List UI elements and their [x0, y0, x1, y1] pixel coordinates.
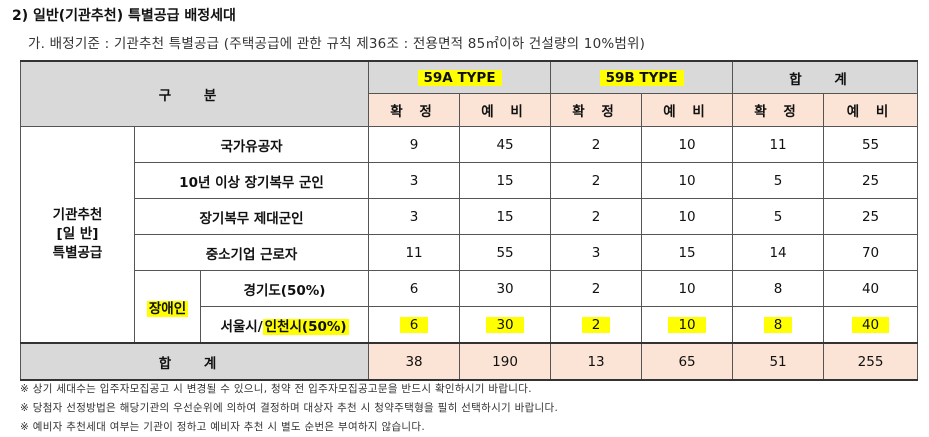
cell: 55	[459, 234, 552, 271]
cell: 5	[732, 162, 825, 199]
cell: 14	[732, 234, 825, 271]
total-cell: 51	[732, 342, 825, 381]
cell: 3	[368, 198, 461, 235]
cell: 40	[823, 306, 919, 344]
notes: ※ 상기 세대수는 입주자모집공고 시 변경될 수 있으니, 청약 전 입주자모…	[20, 380, 558, 437]
cell: 45	[459, 126, 552, 163]
cell: 10	[641, 162, 734, 199]
cell: 15	[641, 234, 734, 271]
total-cell: 190	[459, 342, 552, 381]
cell: 70	[823, 234, 919, 271]
category-header: 구 분	[19, 60, 370, 127]
row-label: 중소기업 근로자	[133, 234, 370, 271]
cell: 25	[823, 162, 919, 199]
cell: 11	[732, 126, 825, 163]
total-label: 합 계	[19, 342, 370, 381]
cell: 10	[641, 126, 734, 163]
note-item: ※ 예비자 추천세대 여부는 기관이 정하고 예비자 추천 시 별도 순번은 부…	[20, 421, 425, 433]
cell: 11	[368, 234, 461, 271]
total-cell: 65	[641, 342, 734, 381]
cell: 30	[459, 306, 552, 344]
cell: 3	[550, 234, 643, 271]
cell: 6	[368, 270, 461, 307]
sub-reserve: 예 비	[823, 93, 919, 127]
cell: 10	[641, 198, 734, 235]
total-header: 합 계	[732, 60, 919, 94]
cell: 2	[550, 162, 643, 199]
note-item: ※ 상기 세대수는 입주자모집공고 시 변경될 수 있으니, 청약 전 입주자모…	[20, 383, 532, 395]
cell: 30	[459, 270, 552, 307]
cell: 3	[368, 162, 461, 199]
cell: 15	[459, 198, 552, 235]
sub-confirmed: 확 정	[732, 93, 825, 127]
cell: 10	[641, 270, 734, 307]
cell: 2	[550, 198, 643, 235]
cell: 2	[550, 270, 643, 307]
cell: 15	[459, 162, 552, 199]
row-label: 경기도(50%)	[199, 270, 370, 307]
total-cell: 38	[368, 342, 461, 381]
group-label: 기관추천 [일 반] 특별공급	[20, 126, 135, 344]
disabled-label: 장애인	[134, 270, 201, 344]
cell: 55	[823, 126, 919, 163]
section-title: 2) 일반(기관추천) 특별공급 배정세대	[12, 8, 236, 24]
sub-confirmed: 확 정	[550, 93, 643, 127]
type-59a-header: 59A TYPE	[368, 60, 552, 94]
cell: 10	[641, 306, 734, 344]
allocation-criteria: 가. 배정기준 : 기관추천 특별공급 (주택공급에 관한 규칙 제36조 : …	[28, 36, 646, 52]
row-label: 장기복무 제대군인	[133, 198, 370, 235]
cell: 9	[368, 126, 461, 163]
cell: 40	[823, 270, 919, 307]
sub-reserve: 예 비	[641, 93, 734, 127]
allocation-table: 구 분 59A TYPE 59B TYPE 합 계 확 정 예 비 확 정 예 …	[19, 60, 919, 381]
cell: 2	[550, 306, 643, 344]
type-59b-header: 59B TYPE	[550, 60, 734, 94]
cell: 8	[732, 270, 825, 307]
cell: 8	[732, 306, 825, 344]
row-label: 국가유공자	[133, 126, 370, 163]
total-cell: 13	[550, 342, 643, 381]
cell: 5	[732, 198, 825, 235]
note-item: ※ 당첨자 선정방법은 해당기관의 우선순위에 의하여 결정하며 대상자 추천 …	[20, 402, 559, 414]
cell: 6	[368, 306, 461, 344]
row-label: 10년 이상 장기복무 군인	[133, 162, 370, 199]
cell: 25	[823, 198, 919, 235]
cell: 2	[550, 126, 643, 163]
sub-reserve: 예 비	[459, 93, 552, 127]
row-label: 서울시/인천시(50%)	[199, 306, 370, 344]
total-cell: 255	[823, 342, 919, 381]
sub-confirmed: 확 정	[368, 93, 461, 127]
